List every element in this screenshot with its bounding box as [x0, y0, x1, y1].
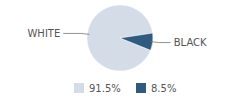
legend-swatch [74, 83, 84, 93]
leader-line [63, 33, 89, 35]
pie-slice [120, 33, 153, 50]
legend-label: 8.5% [151, 83, 176, 94]
legend: 91.5% 8.5% [74, 83, 176, 94]
pie-slice [87, 5, 153, 71]
slice-label: WHITE [27, 28, 60, 39]
leader-line [151, 41, 171, 43]
legend-label: 91.5% [89, 83, 121, 94]
slice-label: BLACK [174, 37, 207, 48]
pie [87, 5, 153, 71]
legend-swatch [136, 83, 146, 93]
chart: WHITE BLACK 91.5% 8.5% [0, 0, 240, 100]
